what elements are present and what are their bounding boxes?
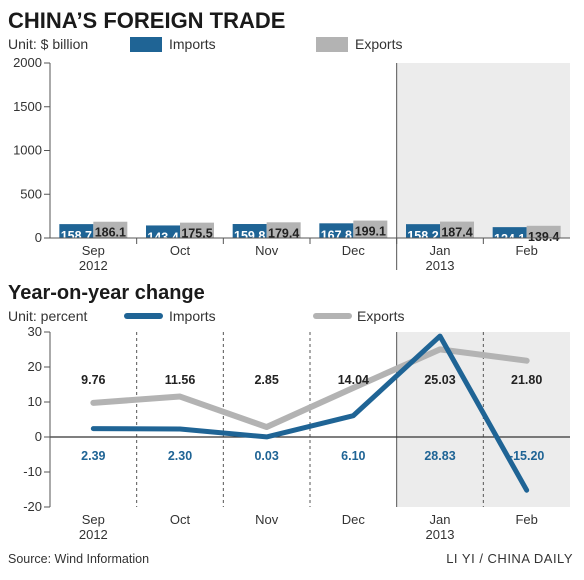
chart1-bar-imports — [492, 227, 527, 238]
chart1-legend-imports-label: Imports — [169, 36, 216, 52]
chart2-unit-label: Unit: percent — [8, 308, 87, 324]
chart2-exports-value-label: 2.85 — [254, 373, 278, 387]
chart2-exports-value-label: 25.03 — [424, 373, 455, 387]
chart1-bar-imports — [319, 223, 354, 238]
chart1-x-tick-label: Dec — [342, 243, 366, 258]
chart1-bar-imports-value: 158.7 — [61, 229, 92, 243]
chart1-x-tick-label: Sep — [82, 243, 105, 258]
chart2-series-exports-line — [90, 346, 530, 431]
chart1-bar-exports — [93, 221, 128, 238]
chart1-bar-imports — [406, 224, 440, 238]
chart1-highlight-band — [396, 63, 570, 238]
chart1-y-tick-label: 0 — [35, 230, 42, 245]
chart1-x-year-label: 2012 — [79, 258, 108, 273]
chart2-exports-value-label: 14.04 — [338, 373, 369, 387]
chart1-bar-imports — [232, 224, 267, 238]
chart2-imports-value-label: 6.10 — [341, 449, 365, 463]
chart2-imports-value-label: 0.03 — [254, 449, 278, 463]
chart1-x-year-label: 2013 — [426, 258, 455, 273]
chart1-bar-imports — [59, 224, 94, 238]
chart1-x-tick-label: Feb — [515, 243, 537, 258]
source-note: Source: Wind Information — [8, 552, 149, 566]
chart1-bar-exports — [353, 220, 388, 238]
chart1-legend-exports-swatch — [316, 37, 348, 52]
chart2-imports-value-label: -15.20 — [509, 449, 544, 463]
chart1-bar-exports — [440, 221, 474, 238]
chart1-bar-exports — [526, 225, 561, 238]
chart1-bar-exports-value: 175.5 — [181, 227, 212, 241]
chart1-legend-imports-swatch — [130, 37, 162, 52]
chart1-y-tick-label: 1000 — [13, 143, 42, 158]
chart2-x-year-label: 2012 — [79, 527, 108, 542]
chart1-bar-exports-value: 199.1 — [355, 225, 386, 239]
chart1-bar-exports — [180, 222, 214, 238]
chart2-x-tick-label: Jan — [430, 512, 451, 527]
chart2-x-tick-label: Oct — [170, 512, 191, 527]
chart2-imports-value-label: 2.30 — [168, 449, 192, 463]
chart2-y-tick-label: -20 — [23, 499, 42, 514]
chart2-x-year-label: 2013 — [426, 527, 455, 542]
chart1-bar-imports-value: 159.8 — [234, 229, 265, 243]
chart1-bar-exports-value: 139.4 — [528, 230, 559, 244]
chart2-y-tick-label: -10 — [23, 464, 42, 479]
chart2-imports-value-label: 28.83 — [424, 449, 455, 463]
chart1-legend-exports-label: Exports — [355, 36, 402, 52]
chart1-bar-imports-value: 167.8 — [321, 228, 352, 242]
chart1-bar-exports-value: 179.4 — [268, 226, 299, 240]
chart2-title: Year-on-year change — [8, 282, 205, 304]
chart1-bar-imports-value: 158.2 — [407, 229, 438, 243]
chart1-y-tick-label: 500 — [20, 186, 42, 201]
chart2-imports-value-label: 2.39 — [81, 449, 105, 463]
chart1-bar-exports-value: 187.4 — [441, 226, 472, 240]
chart1-x-tick-label: Oct — [170, 243, 191, 258]
chart2-series-imports-line — [90, 333, 530, 493]
chart1-x-tick-label: Nov — [255, 243, 279, 258]
chart2-exports-value-label: 21.80 — [511, 373, 542, 387]
chart1-bar-exports — [266, 222, 301, 238]
chart2-y-tick-label: 0 — [35, 429, 42, 444]
chart2-x-tick-label: Sep — [82, 512, 105, 527]
chart2-legend-imports-label: Imports — [169, 308, 216, 324]
chart1-y-tick-label: 2000 — [13, 55, 42, 70]
chart1-bar-imports-value: 143.4 — [147, 230, 178, 244]
chart2-y-tick-label: 20 — [28, 359, 42, 374]
chart2-x-tick-label: Feb — [515, 512, 537, 527]
credit-note: LI YI / CHINA DAILY — [446, 551, 573, 566]
chart2-exports-value-label: 11.56 — [165, 373, 196, 387]
chart2-x-tick-label: Nov — [255, 512, 279, 527]
chart1-bar-exports-value: 186.1 — [95, 226, 126, 240]
chart1-bar-imports-value: 124.1 — [494, 232, 525, 246]
chart1-y-tick-label: 1500 — [13, 99, 42, 114]
chart2-y-tick-label: 30 — [28, 324, 42, 339]
chart2-y-tick-label: 10 — [28, 394, 42, 409]
page-title: CHINA’S FOREIGN TRADE — [8, 8, 285, 33]
chart1-unit-label: Unit: $ billion — [8, 36, 88, 52]
chart1-bar-imports — [146, 225, 180, 238]
chart2-x-tick-label: Dec — [342, 512, 366, 527]
chart2-legend-exports-label: Exports — [357, 308, 404, 324]
chart1-x-tick-label: Jan — [430, 243, 451, 258]
chart2-exports-value-label: 9.76 — [81, 373, 105, 387]
